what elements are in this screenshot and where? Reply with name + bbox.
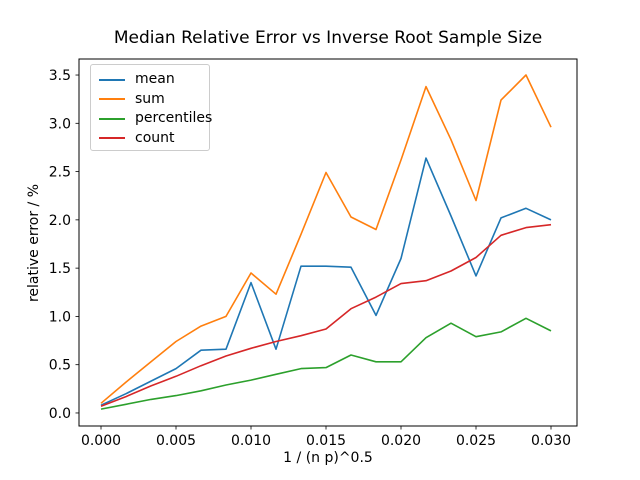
x-tick-label: 0.030 — [531, 433, 571, 449]
y-tick-label: 3.0 — [49, 116, 71, 132]
legend-line-swatch-mean — [99, 78, 125, 81]
chart-title: Median Relative Error vs Inverse Root Sa… — [113, 28, 543, 48]
legend-line-swatch-percentiles — [99, 117, 125, 120]
series-line-mean — [100, 157, 552, 406]
y-tick-label: 0.0 — [49, 406, 71, 422]
x-tick-label: 0.025 — [456, 433, 496, 449]
x-tick-label: 0.020 — [381, 433, 421, 449]
y-tick-label: 0.5 — [49, 358, 71, 374]
x-tick-label: 0.010 — [231, 433, 271, 449]
legend-item-sum: sum — [99, 90, 201, 110]
x-axis-label: 1 / (n p)^0.5 — [283, 450, 373, 466]
y-tick-label: 2.0 — [49, 213, 71, 229]
x-tick-label: 0.000 — [81, 433, 121, 449]
legend: mean sum percentiles count — [90, 64, 212, 151]
y-axis-label: relative error / % — [26, 183, 42, 303]
legend-label-mean: mean — [135, 71, 175, 88]
series-line-percentiles — [100, 317, 552, 410]
y-tick-label: 2.5 — [49, 165, 71, 181]
legend-item-percentiles: percentiles — [99, 109, 212, 129]
legend-label-sum: sum — [135, 90, 165, 107]
legend-line-swatch-sum — [99, 98, 125, 101]
legend-item-mean: mean — [99, 70, 201, 90]
axes-spines — [78, 58, 578, 427]
y-tick-label: 1.0 — [49, 309, 71, 325]
y-tick-label: 3.5 — [49, 68, 71, 84]
legend-label-percentiles: percentiles — [135, 110, 213, 127]
legend-item-count: count — [99, 129, 201, 149]
x-tick-label: 0.005 — [156, 433, 196, 449]
y-tick-label: 1.5 — [49, 261, 71, 277]
series-line-sum — [100, 74, 552, 404]
series-line-count — [100, 223, 552, 407]
x-tick-label: 0.015 — [306, 433, 346, 449]
legend-label-count: count — [135, 129, 175, 146]
legend-line-swatch-count — [99, 137, 125, 140]
